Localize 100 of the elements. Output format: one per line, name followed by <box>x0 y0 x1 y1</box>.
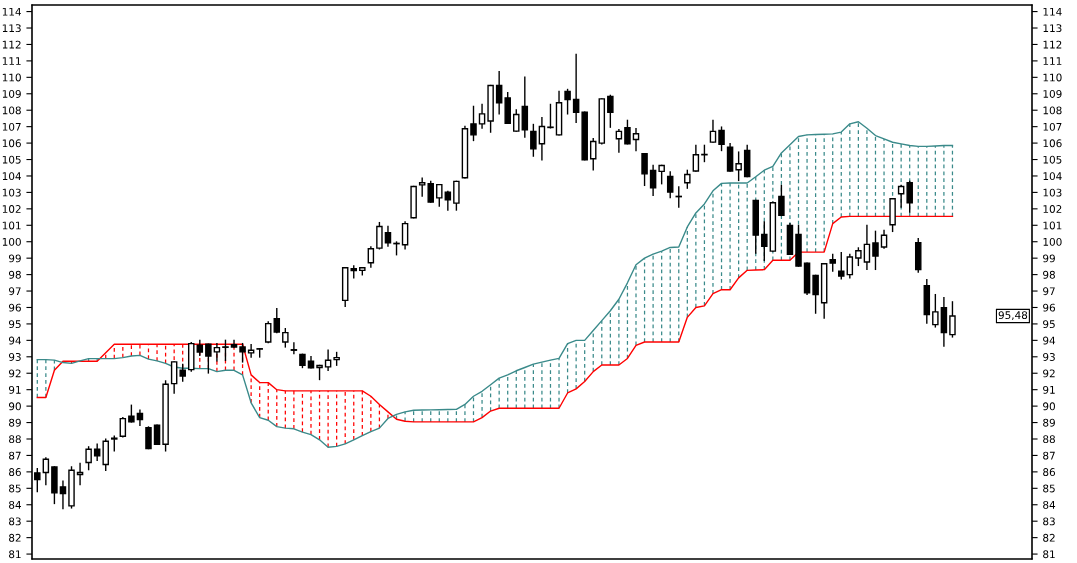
candlestick <box>564 88 571 115</box>
candlestick <box>513 109 520 132</box>
candlestick <box>624 119 631 145</box>
y-tick-label: 94 <box>8 336 21 345</box>
candlestick <box>658 164 665 185</box>
y2-tick-label: 89 <box>1043 418 1055 427</box>
y2-tick-label: 107 <box>1043 122 1062 131</box>
y-tick-label: 88 <box>9 435 21 444</box>
candlestick <box>418 177 426 197</box>
candlestick <box>607 94 614 128</box>
y2-tick-label: 113 <box>1043 24 1062 33</box>
y-tick-label: 92 <box>8 369 21 378</box>
y-tick-label: 96 <box>8 303 21 312</box>
candlestick <box>453 180 460 211</box>
candlestick <box>367 246 375 268</box>
candlestick <box>282 327 289 348</box>
y-tick-label: 109 <box>2 90 21 98</box>
y-tick-label: 114 <box>2 7 21 16</box>
candlestick <box>436 183 443 207</box>
y-tick-label: 82 <box>9 533 21 542</box>
y-tick-label: 106 <box>2 139 21 148</box>
y-tick-label: 108 <box>2 106 21 115</box>
candlestick <box>247 343 255 358</box>
candlestick <box>692 144 700 172</box>
candlestick <box>187 341 195 372</box>
candlestick <box>709 119 717 143</box>
candlestick <box>949 301 956 338</box>
y2-tick-label: 82 <box>1043 533 1055 542</box>
candlestick <box>538 117 546 161</box>
candlestick <box>572 53 580 123</box>
candlestick <box>632 128 640 152</box>
y2-tick-label: 96 <box>1043 303 1056 312</box>
candlestick <box>119 416 127 438</box>
candlestick <box>735 151 742 182</box>
y2-tick-label: 86 <box>1043 468 1056 476</box>
candlestick <box>470 105 477 142</box>
y2-tick-label: 91 <box>1043 385 1055 394</box>
y-tick-label: 111 <box>2 57 21 65</box>
y2-tick-label: 105 <box>1043 155 1062 164</box>
y2-tick-label: 99 <box>1043 254 1055 263</box>
candlestick <box>273 307 281 334</box>
candlestick <box>521 76 529 138</box>
candlestick <box>641 153 648 187</box>
y-tick-label: 84 <box>9 500 21 509</box>
y-tick-label: 97 <box>8 287 21 296</box>
y2-tick-label: 112 <box>1043 40 1062 49</box>
y2-tick-label: 114 <box>1043 7 1062 16</box>
candlestick <box>145 426 152 450</box>
y2-tick-label: 85 <box>1043 484 1055 493</box>
y-tick-label: 107 <box>2 122 21 131</box>
candlestick <box>376 221 383 250</box>
candlestick <box>778 184 785 217</box>
y-tick-label: 99 <box>8 254 21 263</box>
candlestick <box>718 126 725 152</box>
y2-tick-label: 95 <box>1043 320 1055 329</box>
candlestick <box>85 446 92 471</box>
y2-tick-label: 100 <box>1043 237 1062 246</box>
y-tick-label: 101 <box>2 221 21 230</box>
candlestick <box>324 349 332 371</box>
text: 95,48 <box>998 311 1028 321</box>
y-tick-label: 89 <box>9 418 21 427</box>
y2-tick-label: 106 <box>1043 139 1062 148</box>
y-tick-label: 98 <box>8 270 21 279</box>
y-tick-label: 113 <box>2 24 21 33</box>
candlestick <box>530 123 537 157</box>
candlestick <box>726 143 734 172</box>
y2-tick-label: 92 <box>1043 369 1055 378</box>
candlestick <box>401 221 409 250</box>
candlestick <box>444 190 452 211</box>
candlestick <box>59 480 67 510</box>
y2-tick-label: 83 <box>1043 517 1055 526</box>
candlestick <box>547 103 554 129</box>
y2-tick-label: 87 <box>1043 451 1055 460</box>
y2-tick-label: 90 <box>1043 402 1055 411</box>
y2-tick-label: 81 <box>1043 550 1055 559</box>
candlestick <box>102 438 109 471</box>
y-tick-label: 90 <box>8 402 21 411</box>
y-tick-label: 95 <box>8 320 21 329</box>
y2-tick-label: 111 <box>1043 57 1062 65</box>
candlestick <box>153 424 161 445</box>
y2-tick-label: 84 <box>1043 500 1056 509</box>
y-tick-label: 86 <box>9 468 21 476</box>
y-tick-label: 112 <box>2 40 21 49</box>
candlestick <box>264 321 272 344</box>
y2-tick-label: 94 <box>1043 336 1056 345</box>
y2-tick-label: 103 <box>1043 188 1062 197</box>
candlestick <box>615 129 623 153</box>
candlestick <box>589 138 597 171</box>
y2-tick-label: 108 <box>1043 106 1062 115</box>
y-tick-label: 81 <box>9 550 21 559</box>
y-tick-label: 104 <box>2 172 21 181</box>
candlestick <box>478 103 486 129</box>
y2-tick-label: 97 <box>1043 287 1055 296</box>
candlestick <box>76 462 84 486</box>
y-tick-label: 103 <box>2 188 21 197</box>
y-tick-label: 102 <box>2 205 21 213</box>
candlestick <box>932 293 939 328</box>
candlestick <box>838 252 845 280</box>
candlestick <box>872 230 879 271</box>
y2-tick-label: 101 <box>1043 221 1062 230</box>
